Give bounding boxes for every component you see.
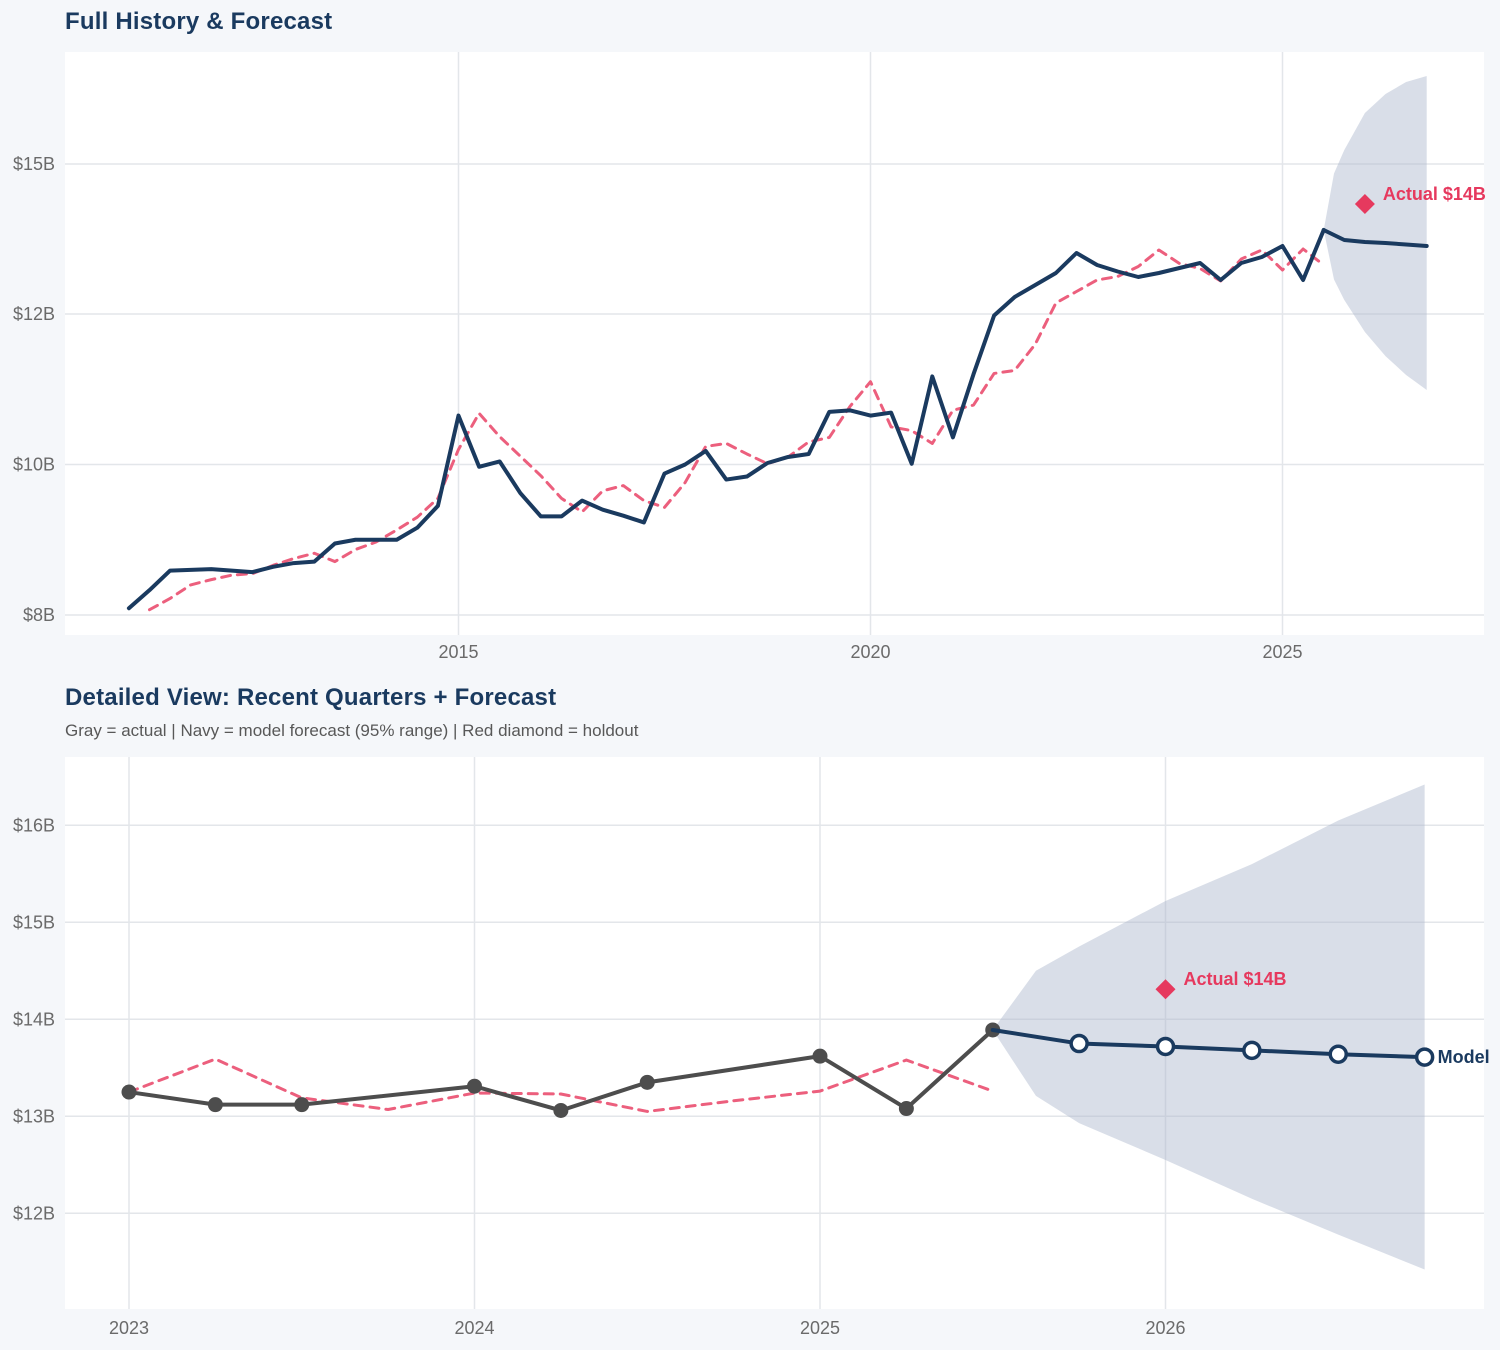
full-history-chart: 2015 2020 2025 $8B $10B $12B $15B Actual $14B	[13, 52, 1486, 662]
svg-text:$12B: $12B	[13, 304, 55, 324]
svg-text:2020: 2020	[850, 642, 890, 662]
svg-text:2026: 2026	[1145, 1318, 1185, 1338]
svg-text:$15B: $15B	[13, 154, 55, 174]
svg-text:$15B: $15B	[13, 912, 55, 932]
svg-text:Model: Model	[1438, 1047, 1490, 1067]
svg-text:2015: 2015	[438, 642, 478, 662]
detailed-view-legend: Gray = actual | Navy = model forecast (9…	[65, 721, 639, 740]
svg-text:Actual $14B: Actual $14B	[1383, 184, 1486, 204]
svg-text:Actual $14B: Actual $14B	[1184, 969, 1287, 989]
svg-text:$16B: $16B	[13, 815, 55, 835]
detailed-view-title: Detailed View: Recent Quarters + Forecas…	[65, 684, 557, 711]
svg-text:$10B: $10B	[13, 455, 55, 475]
svg-text:2024: 2024	[454, 1318, 494, 1338]
svg-text:2025: 2025	[1262, 642, 1302, 662]
svg-text:$12B: $12B	[13, 1203, 55, 1223]
svg-text:$8B: $8B	[23, 605, 55, 625]
detailed-view-chart: 2023 2024 2025 2026 $12B $13B $14B $15B $16B Mode…	[13, 757, 1490, 1338]
svg-text:2025: 2025	[800, 1318, 840, 1338]
svg-text:2023: 2023	[109, 1318, 149, 1338]
svg-text:$13B: $13B	[13, 1106, 55, 1126]
svg-text:$14B: $14B	[13, 1009, 55, 1029]
full-history-title: Full History & Forecast	[65, 8, 333, 35]
